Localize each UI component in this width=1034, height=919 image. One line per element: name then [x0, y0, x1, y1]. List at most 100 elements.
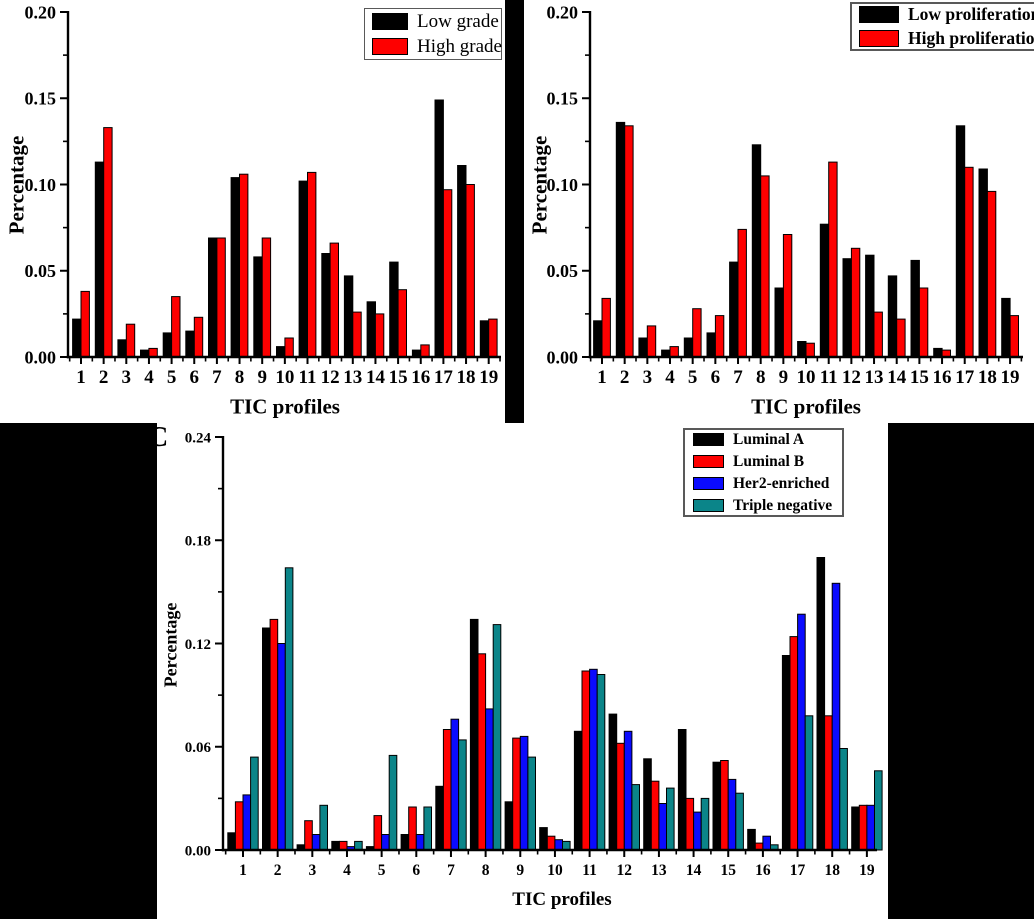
subtype-chart-plot: 1 2 3 4 5 6 7 8 9 10 11 12 13 14 15 16 17 18 190.000.060.1… — [185, 430, 883, 879]
y-axis-label-grade: Percentage — [4, 135, 29, 235]
svg-text:10: 10 — [547, 862, 563, 879]
legend-item-luminal-a: Luminal A — [693, 431, 834, 449]
chart-panel-proliferation: 1 2 3 4 5 6 7 8 9 10 11 12 13 14 15 16 17 18 19 0.00 0.05 0.1… — [524, 0, 1034, 423]
svg-text:5: 5 — [688, 367, 698, 388]
proliferation-chart-plot: 1 2 3 4 5 6 7 8 9 10 11 12 13 14 15 16 17 18 190.000.050.1… — [547, 2, 1023, 388]
legend-item-high-proliferation: High proliferation — [859, 28, 1034, 49]
svg-text:16: 16 — [411, 367, 430, 388]
svg-text:5: 5 — [378, 862, 386, 879]
svg-text:3: 3 — [122, 367, 132, 388]
svg-text:1: 1 — [597, 367, 607, 388]
svg-text:14: 14 — [887, 367, 907, 388]
svg-text:11: 11 — [299, 367, 317, 388]
svg-text:8: 8 — [756, 367, 766, 388]
svg-text:0.18: 0.18 — [185, 534, 211, 550]
svg-text:16: 16 — [933, 367, 952, 388]
svg-text:0.20: 0.20 — [25, 2, 57, 22]
svg-text:17: 17 — [434, 367, 454, 388]
svg-text:11: 11 — [820, 367, 838, 388]
x-axis-label-grade: TIC profiles — [230, 394, 340, 419]
svg-text:18: 18 — [824, 862, 840, 879]
svg-text:2: 2 — [99, 367, 109, 388]
legend-subtype: Luminal A Luminal B Her2-enriched Triple… — [683, 428, 844, 517]
svg-text:13: 13 — [343, 367, 362, 388]
svg-text:12: 12 — [842, 367, 861, 388]
svg-text:4: 4 — [144, 367, 154, 388]
svg-text:12: 12 — [617, 862, 633, 879]
svg-text:12: 12 — [321, 367, 340, 388]
svg-text:0.05: 0.05 — [25, 261, 57, 281]
svg-text:3: 3 — [308, 862, 316, 879]
svg-text:19: 19 — [859, 862, 875, 879]
svg-text:17: 17 — [955, 367, 975, 388]
svg-text:9: 9 — [257, 367, 267, 388]
y-axis-label-proliferation: Percentage — [527, 135, 552, 235]
grade-chart-plot: 1 2 3 4 5 6 7 8 9 10 11 12 13 14 15 16 17 18 190.000.050.1… — [25, 2, 501, 388]
chart-panel-subtype: 1 2 3 4 5 6 7 8 9 10 11 12 13 14 15 16 17 18 19 0.00 0.06 0.1… — [148, 422, 888, 919]
legend-item-low-proliferation: Low proliferation — [859, 4, 1034, 25]
luminal-b-swatch — [693, 455, 724, 468]
legend-item-low-grade: Low grade — [372, 11, 499, 33]
bottom-black-band: 1 2 3 4 5 6 7 8 9 10 11 12 13 14 15 16 17 18 19 0.00 0.06 0.1… — [0, 422, 1034, 919]
svg-text:10: 10 — [275, 367, 294, 388]
legend-item-high-grade: High grade — [372, 36, 502, 58]
legend-item-her2-enriched: Her2-enriched — [693, 475, 834, 493]
svg-text:3: 3 — [643, 367, 653, 388]
legend-item-triple-negative: Triple negative — [693, 497, 834, 515]
svg-text:0.10: 0.10 — [547, 175, 579, 195]
triple-negative-swatch — [693, 499, 724, 512]
x-axis-label-proliferation: TIC profiles — [751, 394, 861, 419]
svg-text:1: 1 — [239, 862, 247, 879]
legend-item-luminal-b: Luminal B — [693, 453, 834, 471]
legend-label-luminal-a: Luminal A — [733, 430, 805, 448]
legend-label-her2-enriched: Her2-enriched — [733, 474, 830, 492]
svg-text:9: 9 — [516, 862, 524, 879]
x-axis-label-subtype: TIC profiles — [512, 889, 612, 910]
legend-label-low-grade: Low grade — [417, 10, 499, 32]
svg-text:11: 11 — [582, 862, 597, 879]
high-grade-swatch — [372, 38, 408, 55]
chart-panel-grade: 1 2 3 4 5 6 7 8 9 10 11 12 13 14 15 16 17 18 19 0.00 0.05 0.1… — [0, 0, 505, 423]
svg-text:0.12: 0.12 — [185, 637, 211, 653]
svg-text:6: 6 — [711, 367, 721, 388]
legend-label-high-proliferation: High proliferation — [908, 28, 1034, 48]
panel-divider-bar — [505, 0, 524, 423]
svg-text:1: 1 — [76, 367, 86, 388]
svg-text:8: 8 — [482, 862, 490, 879]
svg-text:4: 4 — [343, 862, 351, 879]
legend-proliferation: Low proliferation High proliferation — [850, 2, 1034, 51]
svg-text:14: 14 — [366, 367, 386, 388]
svg-text:2: 2 — [620, 367, 630, 388]
svg-text:15: 15 — [910, 367, 929, 388]
svg-text:14: 14 — [686, 862, 702, 879]
svg-text:17: 17 — [790, 862, 806, 879]
svg-text:7: 7 — [447, 862, 455, 879]
svg-text:6: 6 — [190, 367, 200, 388]
svg-text:8: 8 — [235, 367, 245, 388]
svg-text:10: 10 — [797, 367, 816, 388]
svg-text:4: 4 — [665, 367, 675, 388]
her2-enriched-swatch — [693, 477, 724, 490]
svg-text:9: 9 — [779, 367, 789, 388]
svg-text:6: 6 — [412, 862, 420, 879]
legend-label-triple-negative: Triple negative — [733, 496, 833, 514]
legend-label-high-grade: High grade — [417, 35, 502, 57]
svg-text:5: 5 — [167, 367, 177, 388]
svg-text:7: 7 — [212, 367, 222, 388]
svg-text:0.06: 0.06 — [185, 740, 212, 756]
svg-text:18: 18 — [978, 367, 997, 388]
high-proliferation-swatch — [859, 30, 899, 47]
legend-grade: Low grade High grade — [364, 8, 502, 60]
low-proliferation-swatch — [859, 6, 899, 23]
legend-label-low-proliferation: Low proliferation — [908, 4, 1034, 24]
svg-text:7: 7 — [733, 367, 743, 388]
low-grade-swatch — [372, 13, 408, 30]
y-axis-label-subtype: Percentage — [160, 602, 181, 688]
panel-label-c: C — [148, 422, 169, 453]
svg-text:16: 16 — [755, 862, 771, 879]
svg-text:19: 19 — [1001, 367, 1020, 388]
svg-text:0.00: 0.00 — [547, 347, 579, 367]
svg-text:0.05: 0.05 — [547, 261, 579, 281]
svg-text:2: 2 — [274, 862, 282, 879]
